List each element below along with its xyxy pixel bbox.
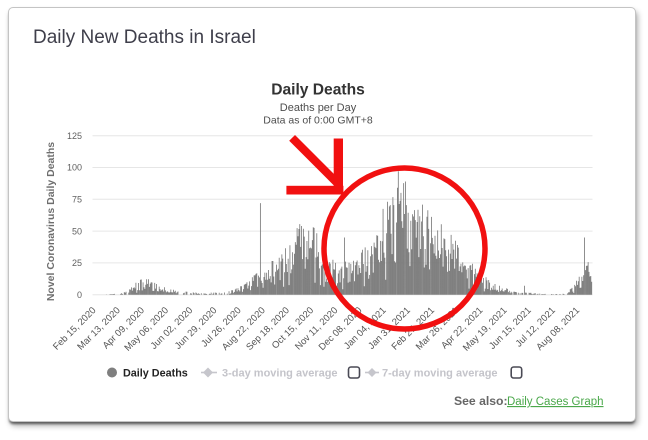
svg-text:3-day moving average: 3-day moving average [222,368,338,380]
svg-text:100: 100 [67,163,82,173]
svg-text:See also:: See also: [454,394,508,408]
svg-text:25: 25 [72,258,82,268]
svg-text:Daily Deaths: Daily Deaths [271,82,365,99]
svg-text:75: 75 [72,195,82,205]
svg-text:Daily Deaths: Daily Deaths [123,368,188,380]
svg-text:50: 50 [72,226,82,236]
svg-text:Novel Coronavirus Daily Deaths: Novel Coronavirus Daily Deaths [45,142,57,301]
svg-text:0: 0 [77,290,82,300]
svg-text:7-day moving average: 7-day moving average [382,368,498,380]
svg-text:125: 125 [67,131,82,141]
svg-text:Deaths per Day: Deaths per Day [280,102,357,114]
svg-text:Daily Cases Graph: Daily Cases Graph [507,396,604,408]
svg-text:Data as of 0:00 GMT+8: Data as of 0:00 GMT+8 [263,115,373,127]
